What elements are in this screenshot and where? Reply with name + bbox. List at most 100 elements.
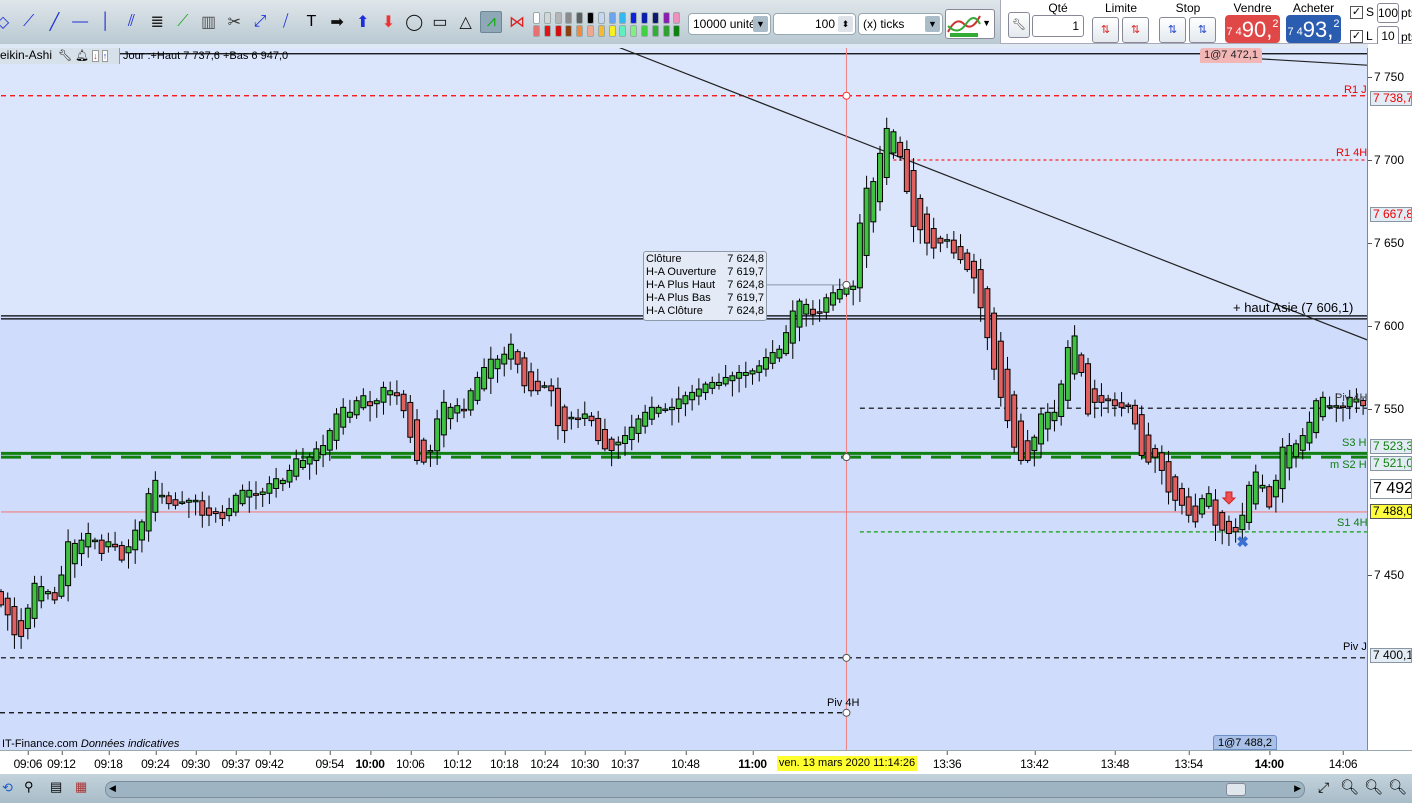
color-swatch[interactable] [597, 12, 605, 24]
text-tool-button[interactable]: T [300, 11, 322, 33]
candle-body [856, 222, 863, 289]
color-swatch[interactable] [619, 25, 627, 37]
triangle-tool-button[interactable]: △ [455, 11, 477, 33]
color-swatch[interactable] [673, 25, 681, 37]
arrow-up-tool-button[interactable]: ⬆ [352, 11, 374, 33]
color-swatch[interactable] [619, 12, 627, 24]
wrench-button[interactable]: 🔧︎ [1008, 12, 1030, 38]
indicators-button[interactable]: ▼ [945, 9, 995, 39]
settings-tool-button[interactable]: ✂ [223, 11, 245, 33]
line-tool-button[interactable]: ╱ [43, 11, 65, 33]
fan-tool-button[interactable]: ⋈ [506, 11, 528, 33]
color-swatch[interactable] [608, 12, 616, 24]
candle-body [185, 499, 192, 503]
fibonacci-tool-button[interactable]: ≣ [146, 11, 168, 33]
zoom-out-icon[interactable]: 🔍︎ [1364, 779, 1384, 796]
color-swatch[interactable] [587, 25, 594, 37]
ellipse-tool-button[interactable]: ◯ [403, 11, 425, 33]
scrollbar-thumb[interactable] [1226, 783, 1246, 796]
candle-body [1131, 404, 1138, 425]
color-swatch[interactable] [651, 25, 659, 37]
color-swatch[interactable] [651, 12, 659, 24]
candle-body [112, 543, 119, 548]
color-swatch[interactable] [630, 12, 638, 24]
candle-body [1185, 496, 1192, 516]
limit-buy-button[interactable]: ⇅ [1092, 17, 1119, 43]
horizontal-scrollbar[interactable]: ◀ ▶ [105, 781, 1305, 798]
time-axis[interactable]: 09:06 09:12 09:18 09:24 09:30 09:37 09:42 09:54… [0, 750, 1412, 774]
select-tool-button[interactable]: ◇ [0, 11, 14, 33]
color-swatch[interactable] [576, 12, 584, 24]
price-chart[interactable]: ✖ [0, 48, 1368, 750]
segment-tool-button[interactable]: ⟋ [18, 11, 40, 33]
support-resistance-icon: ⩘ [486, 13, 496, 30]
candle-body [1004, 368, 1011, 422]
color-swatch[interactable] [554, 25, 562, 37]
color-swatch[interactable] [641, 12, 648, 24]
s-pts-input[interactable]: 100 [1377, 3, 1399, 23]
color-swatch[interactable] [662, 12, 670, 24]
candle-body [1178, 488, 1185, 506]
color-swatch[interactable] [533, 12, 540, 24]
report-icon[interactable]: ▤ [50, 779, 63, 794]
color-swatch[interactable] [543, 12, 551, 24]
quantity-select[interactable]: 10000 unités ▼ [688, 13, 771, 35]
sync-icon[interactable]: ⟲ [2, 780, 13, 795]
step-stepper[interactable]: 100 ⬍ [773, 13, 856, 35]
zoom-vertical-icon[interactable]: 🔍︎ [1340, 779, 1360, 796]
point-segment-tool-button[interactable]: ⤢ [249, 11, 271, 33]
candle-body [923, 213, 930, 244]
limit-checkbox[interactable]: ✓ [1350, 30, 1363, 43]
order-tag-top[interactable]: 1@7 472,1 [1200, 48, 1262, 63]
stop-buy-button[interactable]: ⇅ [1159, 17, 1186, 43]
vertical-line-tool-button[interactable]: │ [95, 11, 117, 33]
color-swatch[interactable] [641, 25, 648, 37]
buy-button[interactable]: 7 4 93, 2 [1286, 15, 1341, 43]
regression-channel-tool-button[interactable]: ⟋ [172, 11, 194, 33]
stop-modify-button[interactable]: ⇅ [1189, 17, 1216, 43]
color-swatch[interactable] [565, 25, 573, 37]
bars-icon[interactable]: ▦ [75, 779, 88, 794]
unit-select[interactable]: (x) ticks ▼ [858, 13, 943, 35]
color-swatch[interactable] [587, 12, 594, 24]
l-pts-input[interactable]: 10 [1377, 26, 1399, 46]
slash-tool-button[interactable]: ⧸ [275, 11, 297, 33]
support-resistance-tool-button[interactable]: ⩘ [480, 11, 503, 33]
color-swatch[interactable] [565, 12, 573, 24]
order-tag-bottom[interactable]: 1@7 488,2 [1213, 735, 1277, 750]
color-swatch[interactable] [543, 25, 551, 37]
candlestick-chart[interactable]: ✖ [0, 48, 1368, 750]
stop-checkbox[interactable]: ✓ [1350, 6, 1363, 19]
zoom-in-icon[interactable]: 🔍︎ [1388, 779, 1408, 796]
arrow-right-tool-button[interactable]: ➡ [326, 11, 348, 33]
candle-body [1219, 512, 1226, 531]
link-icon[interactable]: ⚲ [24, 779, 34, 794]
arrow-down-tool-button[interactable]: ⬇ [378, 11, 400, 33]
color-swatch[interactable] [608, 25, 616, 37]
parallel-channel-tool-button[interactable]: ⫽ [121, 11, 143, 33]
sell-button[interactable]: 7 4 90, 2 [1225, 15, 1280, 43]
color-swatch[interactable] [673, 12, 681, 24]
level-label-piv4h-left: Piv 4H [827, 697, 860, 709]
color-swatch[interactable] [533, 25, 540, 37]
trash-tool-button[interactable]: ▥ [198, 11, 220, 33]
horizontal-line-tool-button[interactable]: — [69, 11, 91, 33]
color-swatch[interactable] [597, 25, 605, 37]
color-swatch[interactable] [554, 12, 562, 24]
candle-body [944, 239, 951, 242]
price-axis[interactable]: 7 750 7 700 7 650 7 600 7 550 7 450 [1367, 44, 1412, 752]
color-swatch[interactable] [630, 25, 638, 37]
rectangle-tool-button[interactable]: ▭ [429, 11, 451, 33]
slash-icon: ⧸ [282, 13, 289, 30]
qty-label: Qté [1048, 1, 1068, 15]
autoscale-icon[interactable]: ⤢ [1318, 779, 1330, 795]
qty-input[interactable]: 1 [1032, 15, 1084, 37]
candle-body [145, 493, 152, 532]
level-label-r1j: R1 J [1344, 84, 1367, 96]
candle-body [1064, 347, 1071, 401]
limit-modify-button[interactable]: ⇅ [1122, 17, 1149, 43]
color-swatch[interactable] [576, 25, 584, 37]
scroll-right-icon[interactable]: ▶ [1294, 783, 1301, 793]
color-swatch[interactable] [662, 25, 670, 37]
scroll-left-icon[interactable]: ◀ [109, 783, 116, 793]
